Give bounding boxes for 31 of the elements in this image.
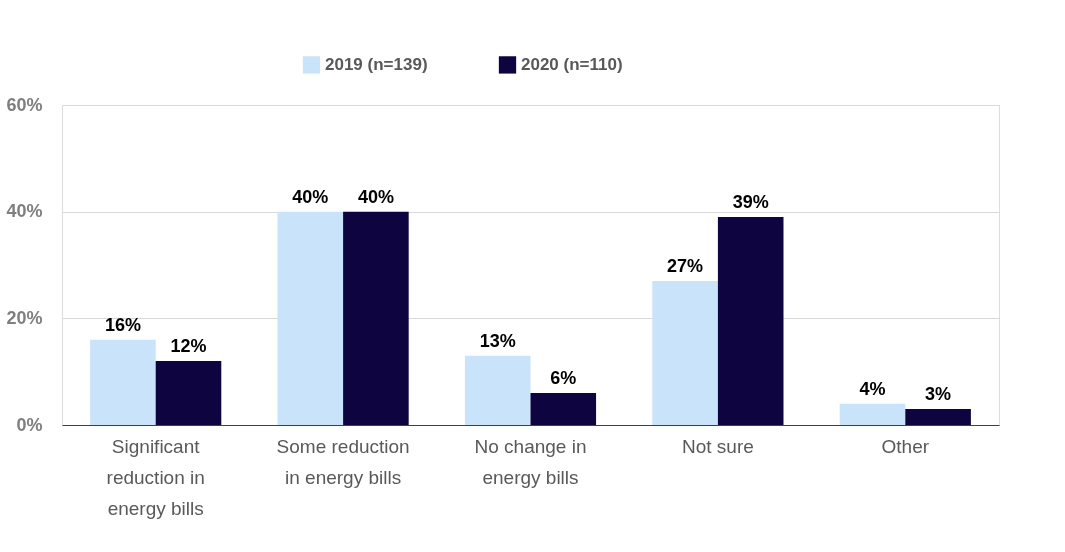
x-tick-label: Not sure [681, 435, 754, 457]
data-label: 27% [667, 256, 704, 276]
data-label: 40% [357, 186, 394, 207]
bar [90, 339, 156, 425]
legend-label: 2019 (n=139) [325, 54, 428, 74]
data-label: 16% [104, 314, 141, 335]
data-label: 13% [479, 330, 516, 351]
bar [839, 403, 906, 425]
bar [652, 281, 718, 425]
data-label: 6% [550, 368, 577, 388]
data-label: 39% [732, 192, 769, 212]
data-label: 3% [925, 384, 952, 404]
bar [155, 361, 222, 425]
bar [343, 211, 409, 425]
bar [530, 393, 597, 425]
legend-label: 2020 (n=110) [521, 54, 623, 74]
data-label: 40% [292, 186, 329, 207]
x-tick-label: Other [881, 435, 930, 457]
y-tick-label: 0% [16, 414, 43, 435]
x-tick-label: No change in energy bills [474, 435, 587, 488]
bar [464, 355, 531, 425]
y-tick-label: 60% [6, 94, 43, 115]
data-label: 12% [170, 336, 207, 356]
bar [277, 211, 344, 425]
data-label: 4% [859, 378, 886, 399]
y-tick-label: 40% [6, 201, 43, 222]
bar [905, 409, 971, 425]
x-tick-label: Some reduction in energy bills [276, 435, 410, 488]
y-tick-label: 20% [6, 307, 43, 328]
x-tick-label: Significant reduction in energy bills [106, 435, 205, 519]
bar [717, 217, 784, 425]
